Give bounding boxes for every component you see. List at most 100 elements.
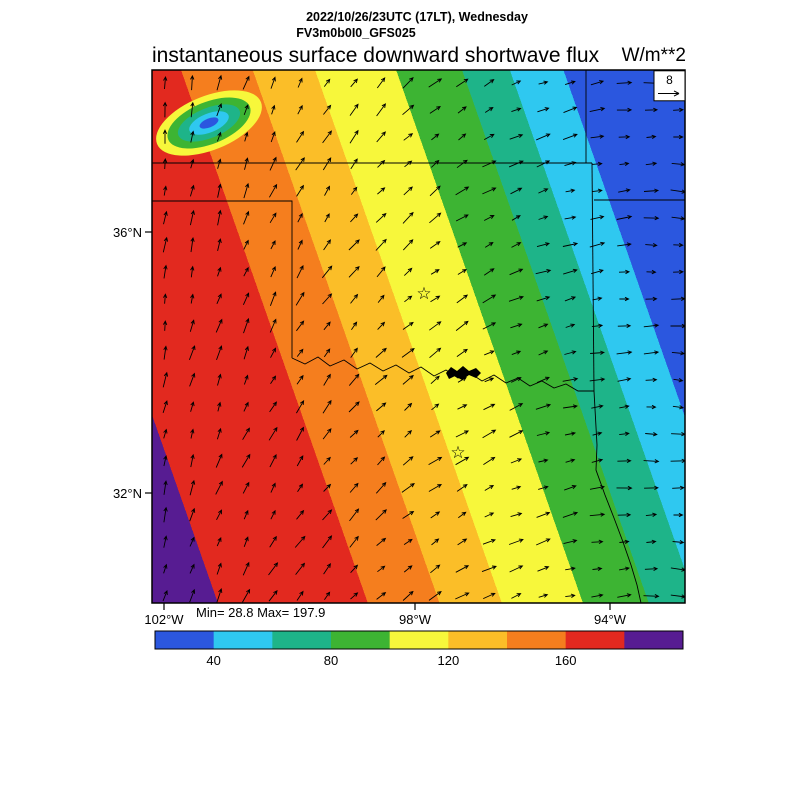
wind-arrow [456,348,468,357]
wind-arrow [484,377,495,383]
wind-arrow [322,293,333,305]
wind-arrow [616,350,633,355]
wind-arrow [509,430,524,438]
wind-arrow [375,509,387,521]
wind-arrow [323,321,331,331]
wind-arrow [350,564,359,574]
wind-arrow [162,400,168,414]
wind-arrow [431,403,440,411]
wind-arrow [428,483,442,492]
wind-arrow [535,403,552,410]
wind-arrow [217,266,222,277]
wind-arrow [429,430,441,438]
wind-arrow [350,347,358,358]
wind-arrow [617,512,632,518]
wind-arrow [163,345,168,360]
wind-arrow [295,157,305,171]
wind-arrow [455,592,470,600]
wind-arrow [377,159,386,168]
wind-arrow [268,589,278,602]
wind-arrow [323,78,331,87]
wind-arrow [536,160,551,168]
lat-tick-label: 36°N [113,225,142,240]
wind-arrow [216,536,222,547]
wind-arrow [565,566,576,571]
wind-arrow [536,431,551,436]
wind-arrow [536,511,551,518]
wind-arrow [619,566,630,571]
wind-arrow [163,75,168,90]
wind-arrow [428,590,442,601]
wind-arrow [242,75,250,90]
wind-arrow [565,458,576,463]
wind-arrow [508,295,524,302]
wind-arrow [482,538,496,545]
wind-arrow [244,131,249,142]
wind-arrow [645,296,658,302]
wind-arrow [188,345,196,361]
wind-arrow [269,156,277,171]
wind-arrow [538,215,549,220]
wind-arrow [163,535,168,548]
wind-arrow [269,401,278,413]
wind-arrow [430,511,441,519]
wind-arrow [216,427,222,440]
wind-arrow [269,318,277,333]
wind-arrow [538,350,549,356]
colorbar-frame [154,630,684,650]
wind-arrow [482,160,497,168]
wind-arrow [322,535,333,549]
wind-arrow [456,294,469,304]
wind-arrow [643,188,660,193]
wind-arrow [591,404,604,409]
wind-arrow [297,239,303,250]
wind-arrow [430,269,440,275]
wind-arrow [216,509,222,521]
wind-arrow [323,483,332,492]
wind-arrow [484,512,495,518]
wind-arrow [163,320,168,331]
wind-arrow [429,106,441,114]
wind-arrow [646,269,657,275]
wind-arrow [402,510,415,519]
wind-arrow [190,428,195,439]
wind-arrow [510,512,523,518]
wind-arrow [617,593,632,598]
wind-arrow [511,107,522,113]
wind-arrow [484,484,495,491]
wind-arrow [562,377,579,382]
wind-arrow [619,431,630,436]
wind-arrow [644,107,659,113]
wind-arrow [242,427,250,440]
wind-arrow [564,350,577,355]
wind-arrow [268,426,278,441]
wind-arrow [324,213,330,223]
wind-arrow [296,264,304,279]
wind-arrow [296,374,304,385]
wind-arrow [482,187,497,195]
flux-field [152,70,685,603]
wind-arrow [270,76,276,89]
city-star-dallas-fort-worth: ☆ [450,443,465,463]
wind-arrow [270,482,276,493]
wind-arrow [563,106,578,114]
wind-arrow [244,157,249,170]
wind-arrow [456,484,468,492]
wind-arrow [163,428,168,439]
wind-arrow [537,566,550,572]
wind-arrow [323,104,332,115]
wind-arrow [163,293,168,304]
wind-arrow [592,566,603,571]
wind-arrow [242,561,250,576]
wind-arrow [618,188,631,193]
wind-arrow [297,104,303,115]
wind-arrow [375,212,387,223]
lat-tick-label: 32°N [113,486,142,501]
wind-arrow [483,215,495,221]
wind-arrow [511,215,521,221]
wind-arrow [269,212,277,224]
wind-arrow [535,268,552,275]
wind-arrow [430,375,440,385]
colorbar-segment [507,631,567,649]
